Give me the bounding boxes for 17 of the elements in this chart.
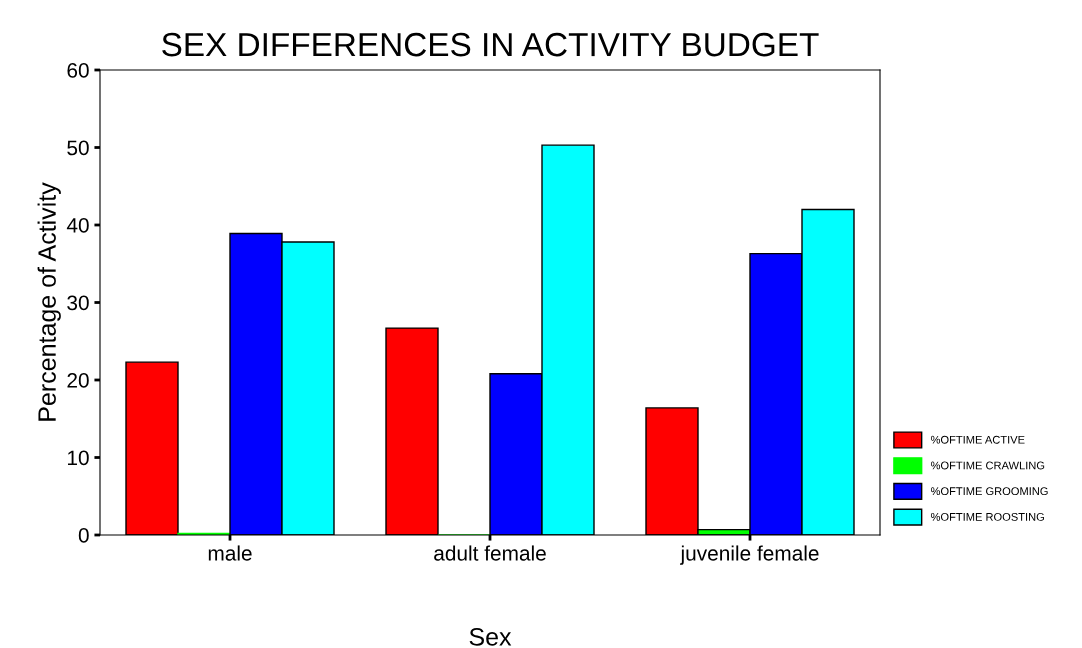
chart-title: SEX DIFFERENCES IN ACTIVITY BUDGET (162, 32, 819, 57)
legend-label: %OFTIME ROOSTING (930, 512, 1044, 521)
legend-label: %OFTIME ACTIVE (930, 435, 1025, 444)
legend-label: %OFTIME CRAWLING (930, 461, 1045, 470)
y-tick-label: 40 (66, 218, 89, 233)
y-tick-label: 30 (67, 295, 89, 311)
y-tick-label: 0 (78, 528, 89, 543)
y-axis-title: Percentage of Activity (37, 182, 61, 421)
y-tick-label: 50 (67, 140, 89, 156)
legend-label: %OFTIME GROOMING (930, 487, 1048, 496)
y-tick-label: 60 (67, 63, 89, 78)
y-tick-label: 20 (67, 373, 89, 388)
x-tick-label: juvenile female (680, 545, 819, 565)
y-tick-label: 10 (68, 450, 89, 466)
x-axis-title: Sex (469, 628, 512, 646)
x-tick-label: adult female (434, 545, 546, 561)
x-tick-label: male (208, 545, 252, 561)
